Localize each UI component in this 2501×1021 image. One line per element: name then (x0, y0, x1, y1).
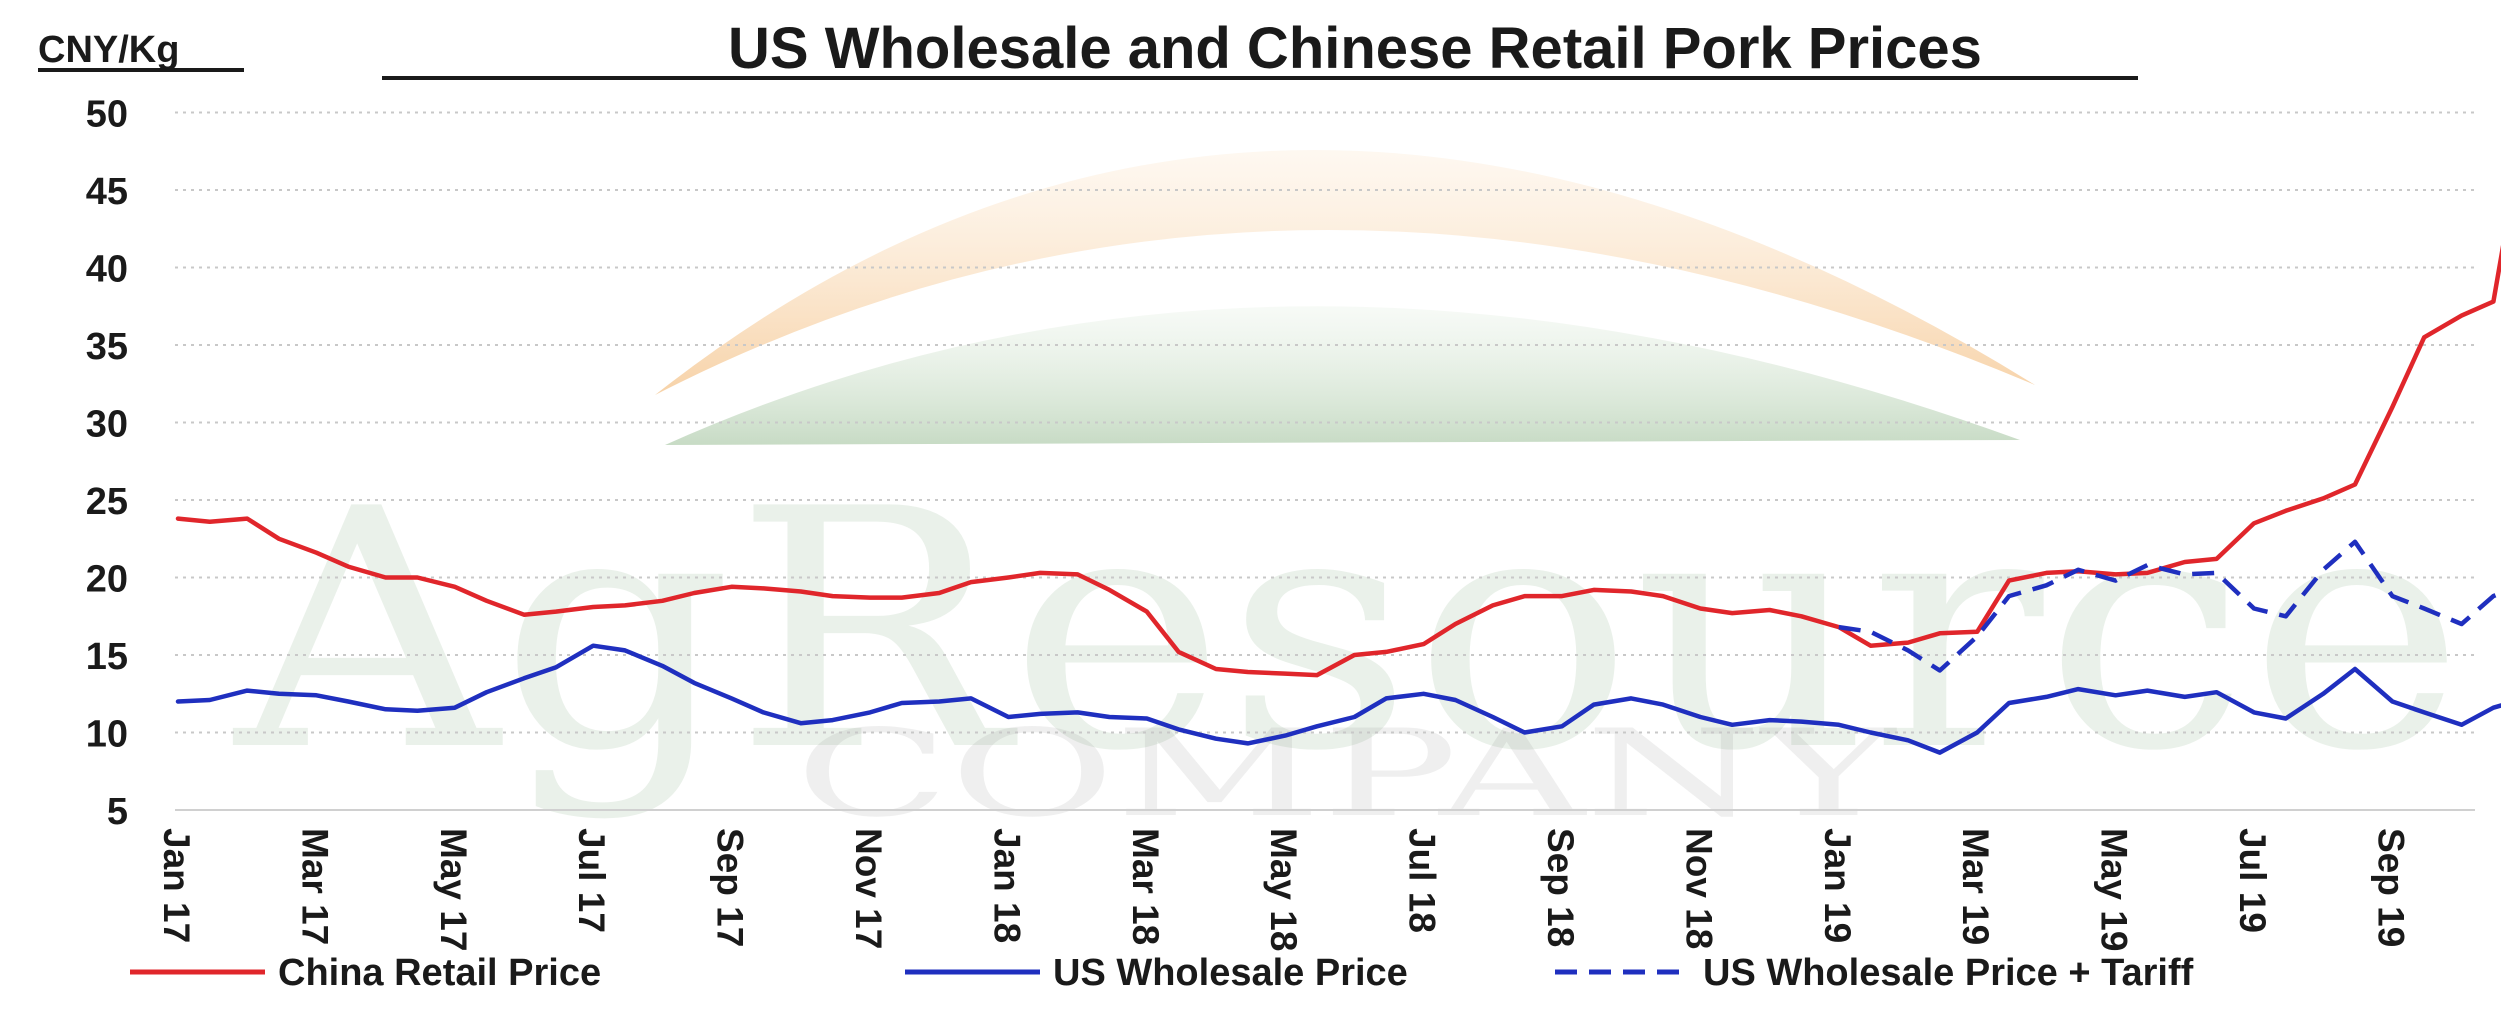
x-tick-label: Mar 19 (1955, 828, 1996, 945)
watermark-green-arc (665, 306, 2020, 445)
agresource-watermark-logo: AgResource COMPANY (229, 149, 2465, 844)
legend-label-2: US Wholesale Price (1053, 952, 1408, 994)
y-tick-label: 10 (86, 714, 128, 756)
y-tick-label: 50 (86, 94, 128, 136)
x-tick-label: Jan 19 (1817, 828, 1858, 943)
y-tick-label: 5 (107, 791, 128, 833)
y-tick-label: 30 (86, 404, 128, 446)
watermark-company: COMPANY (795, 705, 1898, 844)
y-tick-label: 25 (86, 481, 128, 523)
x-tick-label: Sep 17 (710, 828, 751, 947)
y-axis-unit-label: CNY/Kg (38, 29, 179, 71)
series-line-2 (175, 643, 2501, 755)
y-tick-label: 40 (86, 249, 128, 291)
legend: China Retail Price US Wholesale Price US W… (130, 952, 2194, 994)
chart-title: US Wholesale and Chinese Retail Pork Pri… (728, 16, 1982, 81)
watermark-orange-arc (655, 149, 2035, 395)
x-tick-label: May 19 (2094, 828, 2135, 951)
y-tick-label: 15 (86, 636, 128, 678)
x-tick-label: Jul 18 (1402, 828, 1443, 933)
x-tick-label: Jul 17 (571, 828, 612, 933)
x-tick-label: May 18 (1263, 828, 1304, 951)
x-tick-label: Sep 19 (2370, 828, 2411, 947)
x-tick-label: Nov 18 (1678, 828, 1719, 949)
data-series (175, 244, 2501, 755)
y-tick-label: 35 (86, 326, 128, 368)
x-tick-label: Nov 17 (848, 828, 889, 949)
x-axis-tick-labels: Jan 17 Mar 17 May 17 Jul 17 Sep 17 Nov 17 Jan … (156, 828, 2411, 951)
y-tick-label: 45 (86, 171, 128, 213)
x-tick-label: May 17 (433, 828, 474, 951)
series-line-1 (175, 244, 2501, 678)
x-tick-label: Jul 19 (2232, 828, 2273, 933)
x-tick-label: Jan 17 (156, 828, 197, 943)
x-tick-label: Jan 18 (986, 828, 1027, 943)
gridlines (175, 111, 2475, 811)
x-tick-label: Sep 18 (1540, 828, 1581, 947)
y-tick-label: 20 (86, 559, 128, 601)
watermark-wordmark: AgResource (229, 439, 2465, 823)
x-tick-label: Mar 18 (1125, 828, 1166, 945)
legend-label-1: China Retail Price (278, 952, 601, 994)
y-axis-tick-labels: 5 10 15 20 25 30 35 40 45 50 (86, 94, 128, 834)
x-tick-label: Mar 17 (294, 828, 335, 945)
legend-label-3: US Wholesale Price + Tariff (1703, 952, 2194, 994)
